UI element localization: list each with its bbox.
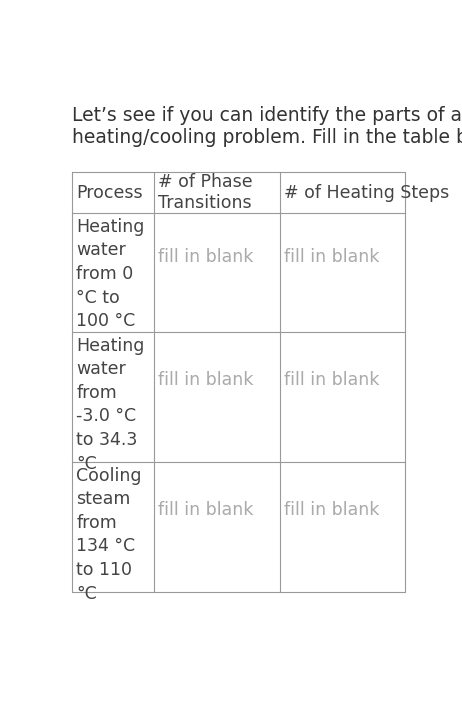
Text: fill in blank: fill in blank xyxy=(158,248,253,266)
Text: Heating
water
from
-3.0 °C
to 34.3
°C: Heating water from -3.0 °C to 34.3 °C xyxy=(76,337,145,472)
Text: Let’s see if you can identify the parts of a
heating/cooling problem. Fill in th: Let’s see if you can identify the parts … xyxy=(72,106,462,146)
Text: # of Phase
Transitions: # of Phase Transitions xyxy=(158,173,253,212)
Text: fill in blank: fill in blank xyxy=(158,501,253,519)
Text: Heating
water
from 0
°C to
100 °C: Heating water from 0 °C to 100 °C xyxy=(76,218,145,330)
Text: fill in blank: fill in blank xyxy=(285,501,380,519)
Text: fill in blank: fill in blank xyxy=(285,371,380,389)
Text: Cooling
steam
from
134 °C
to 110
°C: Cooling steam from 134 °C to 110 °C xyxy=(76,467,142,602)
Text: Process: Process xyxy=(76,184,143,202)
Text: fill in blank: fill in blank xyxy=(285,248,380,266)
Text: # of Heating Steps: # of Heating Steps xyxy=(285,184,450,202)
Text: fill in blank: fill in blank xyxy=(158,371,253,389)
